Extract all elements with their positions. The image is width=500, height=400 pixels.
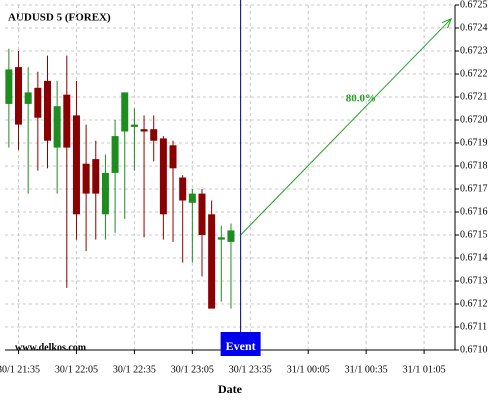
candle-body [53, 106, 61, 148]
candle [208, 200, 216, 309]
candle [92, 140, 100, 240]
candle [5, 48, 13, 148]
arrow-label: 80.0% [346, 92, 376, 104]
candle [198, 189, 206, 277]
candle-body [24, 92, 32, 104]
y-tick-label: 0.6712 [460, 298, 488, 309]
candle [140, 115, 148, 238]
candle-body [169, 145, 177, 169]
x-tick-label: 30/1 21:35 [0, 364, 40, 375]
x-tick-label: 30/1 22:35 [113, 364, 156, 375]
candle [101, 154, 109, 240]
event-label: Event [226, 339, 256, 353]
candle-body [82, 163, 90, 194]
y-tick-label: 0.6714 [460, 252, 488, 263]
candle-body [159, 138, 167, 215]
candle-body [101, 172, 109, 215]
candle-body [5, 69, 13, 104]
candle-body [217, 237, 225, 240]
candle-body [150, 129, 158, 141]
watermark: www.delkos.com [15, 342, 87, 353]
y-tick-label: 0.6713 [460, 275, 488, 286]
y-tick-label: 0.6722 [460, 68, 488, 79]
x-tick-label: 31/1 00:05 [287, 364, 330, 375]
candle-body [227, 230, 235, 242]
y-tick-label: 0.6725 [460, 0, 488, 10]
candle-body [179, 177, 187, 201]
y-tick-label: 0.6723 [460, 45, 488, 56]
candle [188, 189, 196, 263]
y-tick-label: 0.6711 [460, 321, 487, 332]
candle [179, 175, 187, 263]
x-tick-label: 31/1 00:35 [345, 364, 388, 375]
candle [169, 140, 177, 242]
candle-body [72, 115, 80, 215]
y-tick-label: 0.6717 [460, 183, 488, 194]
candle [15, 51, 23, 150]
y-tick-label: 0.6718 [460, 160, 488, 171]
y-tick-label: 0.6716 [460, 206, 488, 217]
candle-body [140, 129, 148, 132]
candle [150, 115, 158, 162]
candle [159, 136, 167, 240]
y-tick-label: 0.6715 [460, 229, 488, 240]
event-box [220, 332, 261, 356]
candle [72, 80, 80, 240]
y-tick-label: 0.6724 [460, 22, 488, 33]
candle-body [34, 87, 42, 118]
candle-body [15, 67, 23, 125]
candle [121, 92, 129, 219]
arrow-head [441, 17, 453, 29]
x-tick-label: 30/1 23:05 [171, 364, 214, 375]
candle-body [92, 159, 100, 194]
candle [227, 223, 235, 309]
candle [130, 108, 138, 171]
candle [34, 71, 42, 171]
candle [82, 124, 90, 252]
y-tick-label: 0.6720 [460, 114, 488, 125]
x-tick-label: 30/1 23:35 [229, 364, 272, 375]
x-tick-label: 31/1 01:05 [403, 364, 446, 375]
chart-title: AUDUSD 5 (FOREX) [8, 12, 111, 24]
candle-body [198, 193, 206, 235]
candle-body [208, 214, 216, 309]
x-axis-label: Date [218, 382, 243, 396]
candle-body [121, 92, 129, 132]
y-tick-label: 0.6719 [460, 137, 488, 148]
y-tick-label: 0.6721 [460, 91, 488, 102]
candle [111, 120, 119, 233]
candle [43, 55, 51, 169]
x-tick-label: 30/1 22:05 [55, 364, 98, 375]
candle [24, 67, 32, 194]
candle [63, 55, 71, 288]
candle [53, 80, 61, 194]
candle-body [43, 80, 51, 141]
candle [217, 225, 225, 302]
candle-body [130, 124, 138, 127]
candle-body [188, 193, 196, 203]
y-tick-label: 0.6710 [460, 344, 488, 355]
candle-body [111, 136, 119, 173]
forecast-arrow [240, 18, 452, 236]
candle-body [63, 94, 71, 148]
